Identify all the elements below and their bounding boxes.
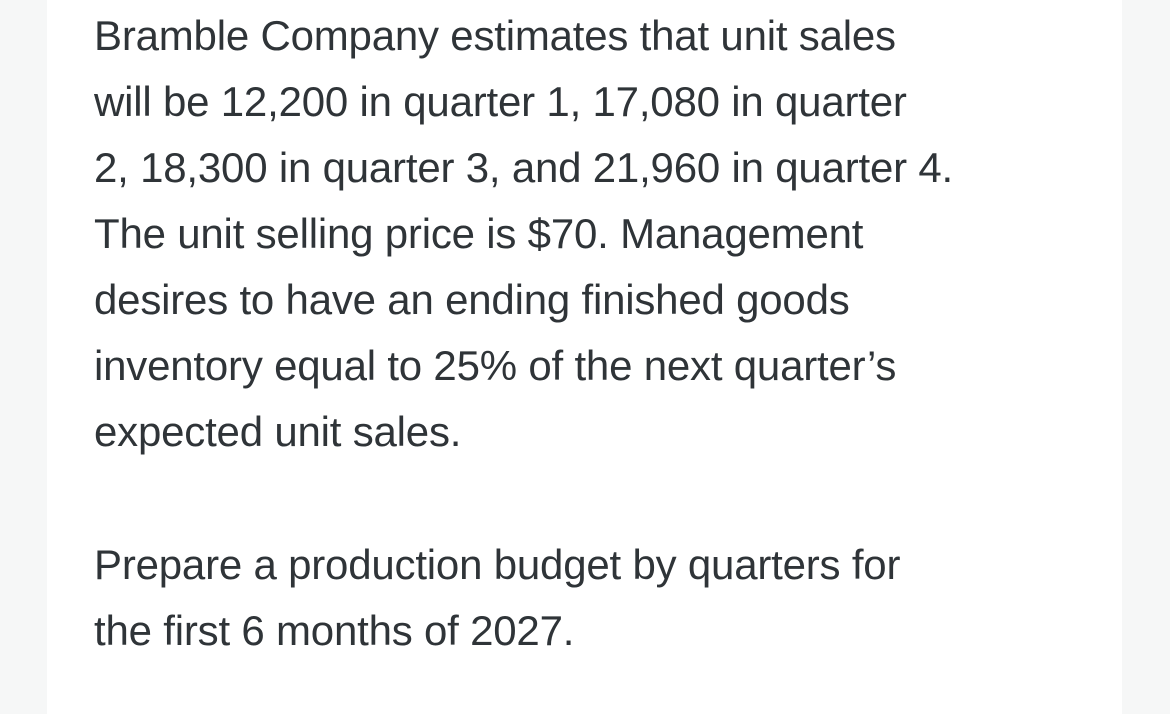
problem-line: will be 12,200 in quarter 1, 17,080 in q… <box>94 78 907 125</box>
instruction-line: Prepare a production budget by quarters … <box>94 541 901 588</box>
problem-line: The unit selling price is $70. Managemen… <box>94 210 864 257</box>
instruction-line: the first 6 months of 2027. <box>94 607 575 654</box>
problem-line: 2, 18,300 in quarter 3, and 21,960 in qu… <box>94 144 954 191</box>
problem-line: inventory equal to 25% of the next quart… <box>94 342 897 389</box>
problem-line: Bramble Company estimates that unit sale… <box>94 12 896 59</box>
content-card: Bramble Company estimates that unit sale… <box>47 0 1122 714</box>
problem-line: expected unit sales. <box>94 408 462 455</box>
problem-description: Bramble Company estimates that unit sale… <box>94 3 953 465</box>
problem-instruction: Prepare a production budget by quarters … <box>94 532 900 664</box>
problem-line: desires to have an ending finished goods <box>94 276 850 323</box>
